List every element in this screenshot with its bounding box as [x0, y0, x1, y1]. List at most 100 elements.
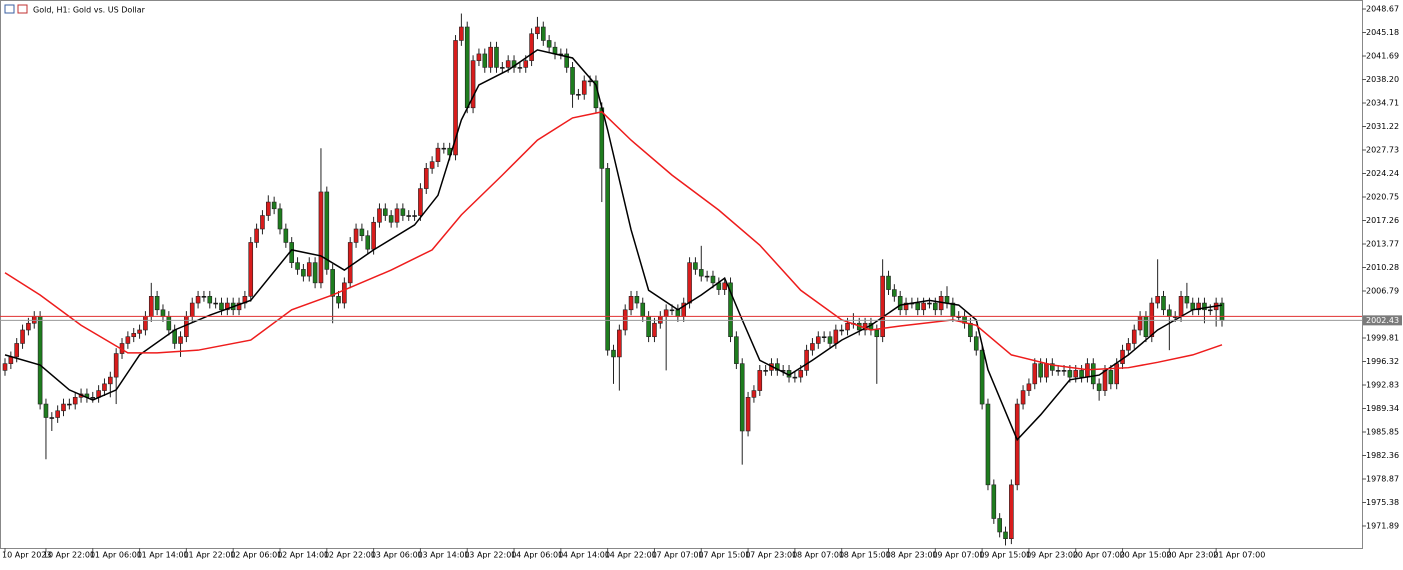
candle-body — [728, 282, 733, 338]
candle-body — [184, 316, 189, 338]
symbol-icon — [4, 4, 28, 14]
candle-body — [570, 67, 575, 95]
candle-body — [225, 302, 230, 311]
candle-body — [154, 296, 160, 311]
candle-body — [1032, 363, 1038, 385]
y-tick-label: 1996.32 — [1366, 357, 1399, 366]
candle-body — [143, 316, 148, 331]
candle-body — [739, 363, 745, 432]
candle-body — [254, 228, 259, 243]
x-tick-label: 21 Apr 07:00 — [1213, 551, 1265, 560]
candle-body — [148, 296, 154, 317]
candle-body — [576, 94, 581, 96]
x-tick-label: 20 Apr 15:00 — [1120, 551, 1172, 560]
candle-body — [394, 208, 400, 223]
x-tick-label: 19 Apr 07:00 — [932, 551, 984, 560]
y-tick-label: 1978.87 — [1366, 474, 1399, 483]
candle-body — [821, 336, 827, 339]
candle-body — [611, 349, 616, 358]
candle-body — [500, 67, 505, 69]
candle-body — [897, 296, 903, 311]
x-tick-label: 12 Apr 22:00 — [324, 551, 376, 560]
y-tick-label: 2010.28 — [1366, 263, 1399, 272]
candle-body — [763, 370, 768, 372]
candle-body — [219, 302, 224, 311]
candle-body — [1207, 309, 1213, 312]
candle-body — [1020, 390, 1026, 405]
candle-body — [236, 302, 242, 311]
candle-body — [265, 201, 271, 216]
x-tick-label: 13 Apr 14:00 — [417, 551, 469, 560]
y-tick-label: 1989.34 — [1366, 404, 1399, 413]
x-tick-label: 17 Apr 15:00 — [698, 551, 750, 560]
candle-body — [927, 302, 932, 305]
candle-body — [406, 215, 412, 217]
candle-body — [353, 228, 359, 243]
x-tick-label: 20 Apr 07:00 — [1073, 551, 1125, 560]
candle-body — [67, 403, 72, 406]
candle-body — [892, 289, 897, 297]
candle-body — [283, 228, 289, 243]
candle-body — [874, 329, 880, 338]
candle-body — [810, 343, 815, 351]
x-tick-label: 19 Apr 15:00 — [979, 551, 1031, 560]
candle-body — [535, 26, 540, 35]
candle-body — [687, 262, 692, 304]
candle-body — [1126, 343, 1131, 351]
candle-body — [207, 296, 213, 304]
candle-body — [20, 329, 25, 344]
candle-body — [798, 370, 804, 378]
y-tick-label: 2048.67 — [1366, 5, 1399, 14]
x-tick-label: 10 Apr 22:00 — [43, 551, 95, 560]
candle-body — [1009, 484, 1014, 540]
candle-body — [1114, 363, 1119, 385]
candle-body — [377, 208, 382, 223]
y-tick-label: 2031.22 — [1366, 122, 1399, 131]
candle-body — [423, 168, 429, 189]
candle-body — [248, 242, 254, 297]
candle-body — [944, 296, 950, 304]
y-tick-label: 2034.71 — [1366, 99, 1399, 108]
x-tick-label: 12 Apr 06:00 — [230, 551, 282, 560]
candle-body — [55, 410, 60, 418]
candle-body — [973, 336, 979, 351]
bid-label-bg — [1363, 315, 1402, 326]
candle-body — [347, 242, 353, 284]
candle-body — [1161, 296, 1166, 311]
candle-body — [108, 376, 113, 385]
chart-title: Gold, H1: Gold vs. US Dollar — [33, 6, 146, 15]
x-tick-label: 14 Apr 06:00 — [511, 551, 563, 560]
candle-body — [1090, 363, 1096, 385]
candle-body — [453, 40, 458, 156]
candle-body — [49, 417, 55, 419]
candle-body — [1155, 296, 1160, 304]
candle-body — [1061, 370, 1067, 372]
x-tick-label: 11 Apr 06:00 — [90, 551, 142, 560]
candle-body — [1190, 302, 1196, 311]
x-tick-label: 18 Apr 07:00 — [792, 551, 844, 560]
candle-body — [137, 329, 142, 334]
candle-body — [985, 403, 991, 486]
candle-body — [1202, 302, 1207, 311]
candle-body — [710, 275, 716, 284]
candle-body — [581, 80, 587, 95]
candle-body — [1137, 316, 1143, 331]
candle-body — [2, 363, 8, 371]
candle-body — [815, 336, 821, 344]
candle-body — [792, 376, 798, 379]
candle-body — [482, 53, 488, 68]
y-tick-label: 1975.38 — [1366, 498, 1399, 507]
candle-body — [915, 302, 921, 311]
candle-body — [722, 282, 727, 290]
candle-body — [441, 147, 447, 150]
y-tick-label: 2006.79 — [1366, 287, 1399, 296]
y-tick-label: 2041.69 — [1366, 52, 1399, 61]
candle-body — [634, 296, 640, 304]
candle-body — [1102, 370, 1108, 391]
candle-body — [435, 147, 441, 162]
candle-body — [839, 329, 844, 332]
candle-body — [517, 67, 523, 69]
x-tick-label: 14 Apr 22:00 — [605, 551, 657, 560]
candle-body — [26, 322, 31, 331]
